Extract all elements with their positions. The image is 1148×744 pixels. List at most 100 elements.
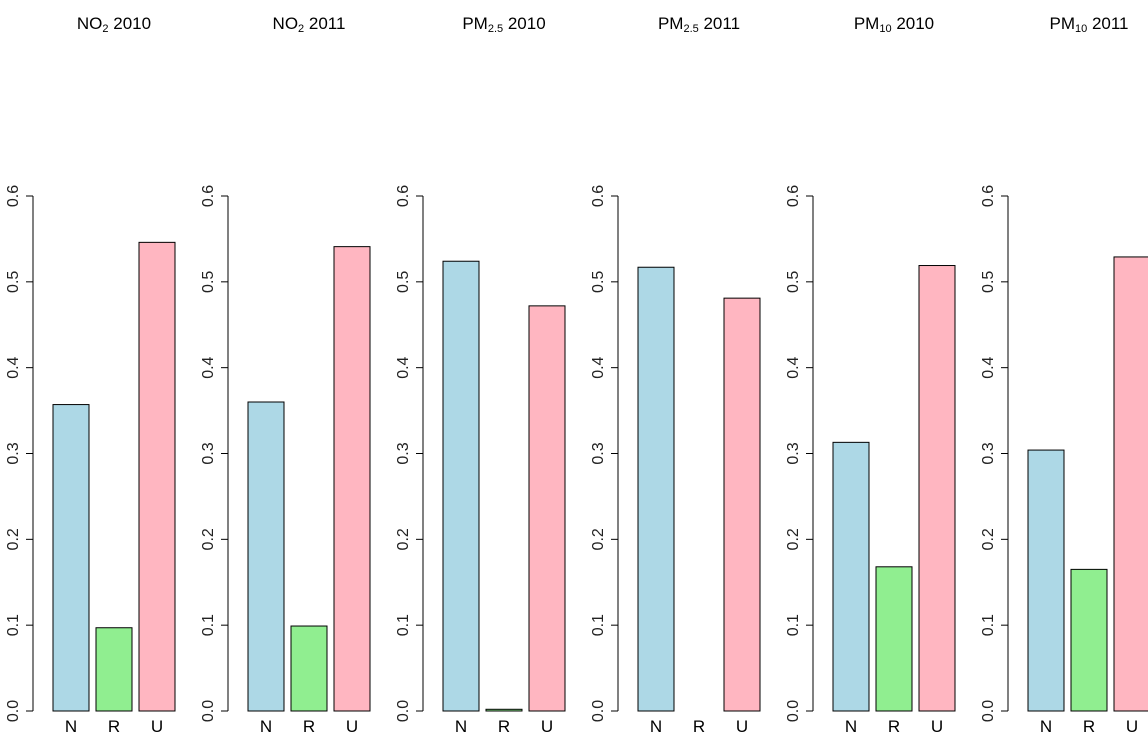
panel-title-subscript: 2 xyxy=(102,23,109,35)
y-tick-label: 0.4 xyxy=(200,356,217,378)
y-tick-label: 0.3 xyxy=(590,442,607,464)
x-category-label: U xyxy=(1126,717,1138,736)
panel-title-pollutant: PM xyxy=(853,14,880,33)
bar-U xyxy=(333,246,371,712)
bar-U xyxy=(918,265,956,712)
y-tick-label: 0.3 xyxy=(5,442,22,464)
x-category-label: R xyxy=(888,717,900,736)
x-category-label: R xyxy=(303,717,315,736)
x-category-label: N xyxy=(65,717,77,736)
y-tick-label: 0.5 xyxy=(5,271,22,293)
panel-title-pollutant: PM xyxy=(657,14,684,33)
y-tick-label: 0.2 xyxy=(395,528,412,550)
bar-panel: 0.0 0.1 0.2 0.3 0.4 0.5 0.6 N R U xyxy=(200,185,371,736)
panel-title: PM2.5 2011 xyxy=(619,14,779,35)
y-tick-label: 0.0 xyxy=(590,700,607,722)
panel-title: NO2 2011 xyxy=(229,14,389,35)
x-category-label: R xyxy=(1083,717,1095,736)
bar-U xyxy=(1113,256,1148,712)
bar-N xyxy=(637,266,675,712)
y-tick-label: 0.3 xyxy=(980,442,997,464)
y-tick-label: 0.6 xyxy=(395,185,412,207)
y-tick-label: 0.4 xyxy=(785,356,802,378)
x-category-label: U xyxy=(931,717,943,736)
y-tick-label: 0.1 xyxy=(5,614,22,636)
y-tick-label: 0.6 xyxy=(5,185,22,207)
panel-title: PM2.5 2010 xyxy=(424,14,584,35)
panel-title-year: 2010 xyxy=(891,14,935,33)
y-tick-label: 0.1 xyxy=(395,614,412,636)
x-category-label: U xyxy=(346,717,358,736)
y-tick-label: 0.1 xyxy=(785,614,802,636)
x-category-label: N xyxy=(650,717,662,736)
x-category-label: U xyxy=(736,717,748,736)
y-tick-label: 0.6 xyxy=(980,185,997,207)
y-tick-label: 0.5 xyxy=(200,271,217,293)
x-category-label: N xyxy=(845,717,857,736)
y-tick-label: 0.1 xyxy=(590,614,607,636)
bar-panel: 0.0 0.1 0.2 0.3 0.4 0.5 0.6 N R U xyxy=(980,185,1148,736)
y-tick-label: 0.0 xyxy=(200,700,217,722)
y-tick-label: 0.5 xyxy=(785,271,802,293)
panel-title-subscript: 2 xyxy=(298,23,305,35)
panel-title-year: 2010 xyxy=(108,14,152,33)
x-category-label: N xyxy=(455,717,467,736)
y-tick-label: 0.5 xyxy=(980,271,997,293)
bar-R xyxy=(1070,568,1108,712)
y-tick-label: 0.5 xyxy=(590,271,607,293)
x-category-label: N xyxy=(260,717,272,736)
panel-title-subscript: 10 xyxy=(879,23,892,35)
bar-N xyxy=(442,260,480,712)
bar-U xyxy=(528,305,566,712)
bar-panel: 0.0 0.1 0.2 0.3 0.4 0.5 0.6 N R U xyxy=(785,185,956,736)
panel-title: PM10 2010 xyxy=(814,14,974,35)
bar-U xyxy=(723,297,761,712)
y-tick-label: 0.0 xyxy=(785,700,802,722)
panel-title-year: 2011 xyxy=(1087,14,1129,33)
bar-R xyxy=(95,627,133,712)
y-tick-label: 0.1 xyxy=(200,614,217,636)
panel-title-pollutant: NO xyxy=(76,14,103,33)
x-category-label: U xyxy=(541,717,553,736)
panel-title-pollutant: NO xyxy=(272,14,299,33)
bar-R xyxy=(485,708,523,712)
x-category-label: R xyxy=(693,717,705,736)
y-tick-label: 0.3 xyxy=(395,442,412,464)
panel-title-pollutant: PM xyxy=(462,14,488,33)
bar-panel: 0.0 0.1 0.2 0.3 0.4 0.5 0.6 N R U xyxy=(5,185,176,736)
y-tick-label: 0.4 xyxy=(980,356,997,378)
y-tick-label: 0.0 xyxy=(395,700,412,722)
y-tick-label: 0.2 xyxy=(5,528,22,550)
y-tick-label: 0.6 xyxy=(200,185,217,207)
y-tick-label: 0.4 xyxy=(5,356,22,378)
y-tick-label: 0.0 xyxy=(5,700,22,722)
panel-title: NO2 2010 xyxy=(34,14,194,35)
x-category-label: R xyxy=(108,717,120,736)
x-category-label: R xyxy=(498,717,510,736)
y-tick-label: 0.2 xyxy=(980,528,997,550)
panel-title-year: 2010 xyxy=(503,14,546,33)
bar-N xyxy=(52,404,90,712)
panel-title-subscript: 10 xyxy=(1074,23,1088,35)
bar-R xyxy=(290,625,328,712)
panel-title-subscript: 2.5 xyxy=(683,23,699,35)
y-tick-label: 0.2 xyxy=(785,528,802,550)
bar-panel: 0.0 0.1 0.2 0.3 0.4 0.5 0.6 N R U xyxy=(590,185,761,736)
bar-N xyxy=(1027,449,1065,712)
bar-R xyxy=(875,566,913,712)
y-tick-label: 0.2 xyxy=(200,528,217,550)
bar-panel: 0.0 0.1 0.2 0.3 0.4 0.5 0.6 N R U xyxy=(395,185,566,736)
y-tick-label: 0.1 xyxy=(980,614,997,636)
panel-title-subscript: 2.5 xyxy=(487,23,504,35)
bar-N xyxy=(832,441,870,712)
y-tick-label: 0.4 xyxy=(395,356,412,378)
y-tick-label: 0.2 xyxy=(590,528,607,550)
panel-title: PM10 2011 xyxy=(1009,14,1148,35)
bar-N xyxy=(247,401,285,712)
x-category-label: U xyxy=(151,717,163,736)
x-category-label: N xyxy=(1040,717,1052,736)
y-tick-label: 0.3 xyxy=(200,442,217,464)
panel-title-year: 2011 xyxy=(698,14,741,33)
